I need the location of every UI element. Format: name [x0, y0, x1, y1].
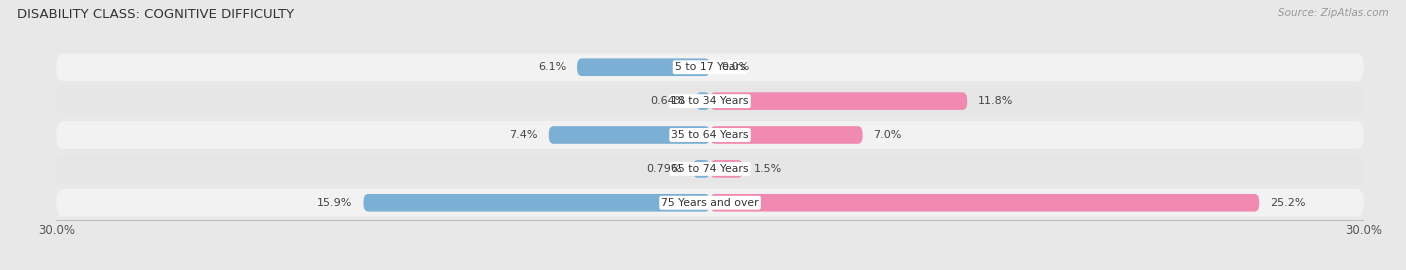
FancyBboxPatch shape: [576, 58, 710, 76]
Text: 0.64%: 0.64%: [650, 96, 685, 106]
Text: 65 to 74 Years: 65 to 74 Years: [671, 164, 749, 174]
FancyBboxPatch shape: [696, 92, 710, 110]
Text: 7.0%: 7.0%: [873, 130, 901, 140]
Text: 25.2%: 25.2%: [1270, 198, 1306, 208]
Text: Source: ZipAtlas.com: Source: ZipAtlas.com: [1278, 8, 1389, 18]
Text: 75 Years and over: 75 Years and over: [661, 198, 759, 208]
FancyBboxPatch shape: [364, 194, 710, 212]
FancyBboxPatch shape: [710, 92, 967, 110]
FancyBboxPatch shape: [548, 126, 710, 144]
Text: 15.9%: 15.9%: [318, 198, 353, 208]
FancyBboxPatch shape: [56, 53, 1364, 81]
Text: 5 to 17 Years: 5 to 17 Years: [675, 62, 745, 72]
Text: 1.5%: 1.5%: [754, 164, 782, 174]
Text: DISABILITY CLASS: COGNITIVE DIFFICULTY: DISABILITY CLASS: COGNITIVE DIFFICULTY: [17, 8, 294, 21]
FancyBboxPatch shape: [56, 87, 1364, 115]
FancyBboxPatch shape: [56, 155, 1364, 183]
Text: 7.4%: 7.4%: [509, 130, 538, 140]
FancyBboxPatch shape: [56, 121, 1364, 149]
FancyBboxPatch shape: [710, 126, 862, 144]
Text: 11.8%: 11.8%: [979, 96, 1014, 106]
FancyBboxPatch shape: [56, 189, 1364, 217]
FancyBboxPatch shape: [710, 160, 742, 178]
Text: 35 to 64 Years: 35 to 64 Years: [671, 130, 749, 140]
Text: 6.1%: 6.1%: [538, 62, 567, 72]
FancyBboxPatch shape: [693, 160, 710, 178]
Text: 0.0%: 0.0%: [721, 62, 749, 72]
Text: 18 to 34 Years: 18 to 34 Years: [671, 96, 749, 106]
Text: 0.79%: 0.79%: [647, 164, 682, 174]
FancyBboxPatch shape: [710, 194, 1260, 212]
